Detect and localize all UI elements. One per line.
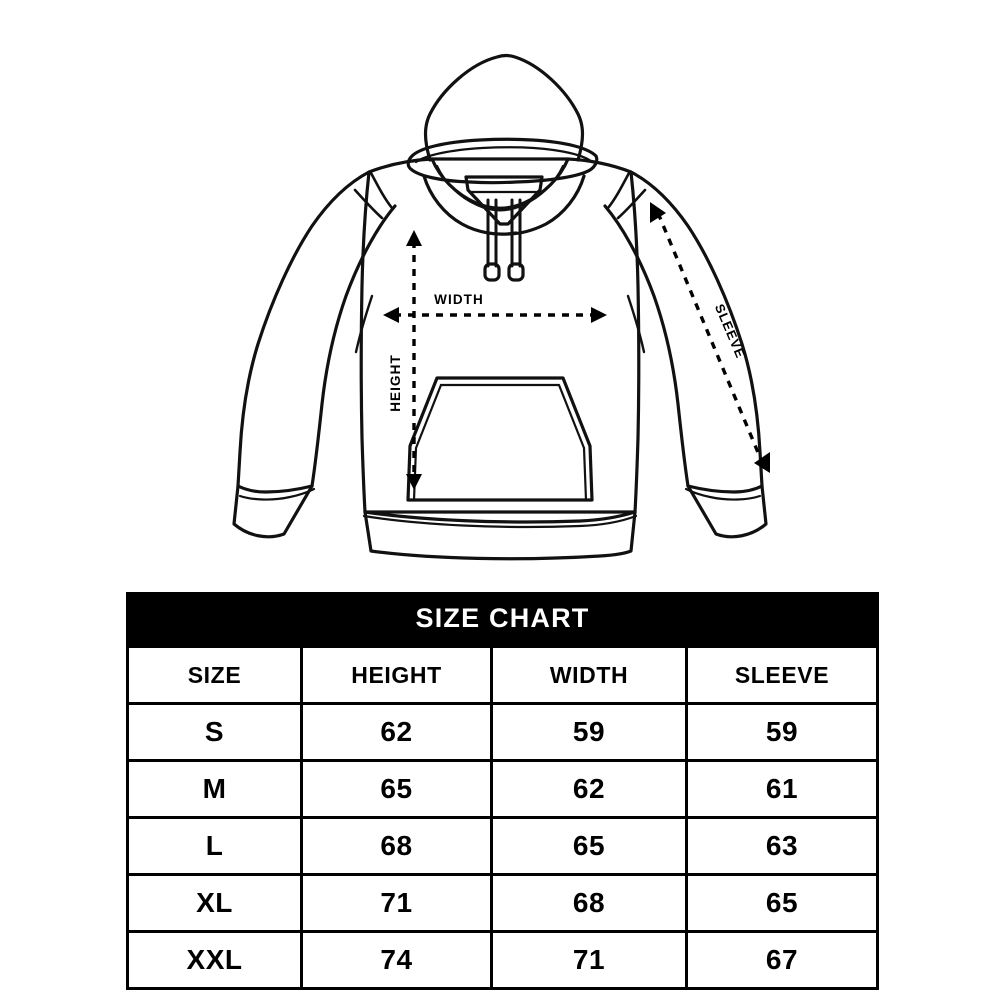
cell-height: 68 xyxy=(300,816,493,876)
left-cuff-top xyxy=(236,484,314,494)
cell-height: 65 xyxy=(300,759,493,819)
right-armhole-crease xyxy=(616,188,647,220)
cell-size: XL xyxy=(126,873,303,933)
width-arrowhead-right xyxy=(591,307,607,323)
sleeve-measurement: SLEEVE xyxy=(650,202,770,473)
height-measurement: HEIGHT xyxy=(388,230,422,490)
column-header-size: SIZE xyxy=(126,645,303,705)
cell-width: 59 xyxy=(490,702,688,762)
right-cuff-stitch xyxy=(684,487,762,501)
width-measurement: WIDTH xyxy=(383,292,607,323)
column-header-width: WIDTH xyxy=(490,645,688,705)
right-cuff-band xyxy=(686,484,768,539)
hem-band-stitch xyxy=(362,514,638,529)
left-sleeve-fold xyxy=(354,294,374,354)
hood-crown xyxy=(423,53,585,162)
cell-height: 62 xyxy=(300,702,493,762)
right-sleeve-inner-seam xyxy=(603,204,690,488)
left-sleeve-inner-seam xyxy=(310,204,397,488)
cell-sleeve: 65 xyxy=(685,873,879,933)
left-cuff-band xyxy=(232,484,314,539)
cell-width: 62 xyxy=(490,759,688,819)
height-arrowhead-top xyxy=(406,230,422,246)
size-chart-header-row: SIZE HEIGHT WIDTH SLEEVE xyxy=(126,645,879,705)
sleeve-arrowhead-top xyxy=(650,202,666,223)
sleeve-arrowhead-bottom xyxy=(754,452,770,473)
sleeve-dashed-line xyxy=(656,212,764,463)
right-sleeve-outer-seam xyxy=(629,170,764,488)
hem-band-top xyxy=(363,510,637,524)
left-sleeve-outer-seam xyxy=(236,170,371,488)
size-chart-table: SIZE CHART SIZE HEIGHT WIDTH SLEEVE S 62… xyxy=(126,592,879,990)
cell-height: 74 xyxy=(300,930,493,990)
height-arrowhead-bottom xyxy=(406,474,422,490)
right-shoulder-seam xyxy=(606,171,631,210)
cell-size: M xyxy=(126,759,303,819)
hood-band-stitch xyxy=(414,146,594,164)
height-label: HEIGHT xyxy=(388,354,403,412)
table-row: XXL 74 71 67 xyxy=(126,930,879,990)
cell-width: 68 xyxy=(490,873,688,933)
table-row: M 65 62 61 xyxy=(126,759,879,819)
table-row: S 62 59 59 xyxy=(126,702,879,762)
right-cuff-top xyxy=(686,484,764,494)
left-cuff-stitch xyxy=(238,487,316,501)
size-chart-title: SIZE CHART xyxy=(127,593,878,648)
size-chart-title-row: SIZE CHART xyxy=(127,593,878,648)
hoodie-illustration: WIDTH HEIGHT SLEEVE xyxy=(232,53,770,561)
hoodie-body xyxy=(359,157,641,514)
cell-height: 71 xyxy=(300,873,493,933)
width-arrowhead-left xyxy=(383,307,399,323)
left-shoulder-seam xyxy=(369,171,394,210)
hood-inner-facing xyxy=(464,175,544,226)
drawstring-aglet-right xyxy=(507,262,525,282)
sleeve-label: SLEEVE xyxy=(712,302,748,361)
cell-sleeve: 61 xyxy=(685,759,879,819)
hoodie-outline xyxy=(232,53,768,561)
cell-size: S xyxy=(126,702,303,762)
cell-width: 71 xyxy=(490,930,688,990)
cell-width: 65 xyxy=(490,816,688,876)
left-armhole-crease xyxy=(353,188,384,220)
cell-size: XXL xyxy=(126,930,303,990)
table-row: L 68 65 63 xyxy=(126,816,879,876)
cell-sleeve: 59 xyxy=(685,702,879,762)
drawstring-aglet-left xyxy=(483,262,501,282)
neckline-stitch xyxy=(435,164,565,212)
cell-size: L xyxy=(126,816,303,876)
column-header-sleeve: SLEEVE xyxy=(685,645,879,705)
right-sleeve-fold xyxy=(626,294,646,354)
cell-sleeve: 67 xyxy=(685,930,879,990)
width-label: WIDTH xyxy=(434,292,484,307)
cell-sleeve: 63 xyxy=(685,816,879,876)
table-row: XL 71 68 65 xyxy=(126,873,879,933)
column-header-height: HEIGHT xyxy=(300,645,493,705)
kangaroo-pocket xyxy=(406,376,594,502)
pocket-stitch-right xyxy=(439,383,588,502)
hood-inner-left xyxy=(422,174,518,236)
hem-band xyxy=(363,510,637,561)
